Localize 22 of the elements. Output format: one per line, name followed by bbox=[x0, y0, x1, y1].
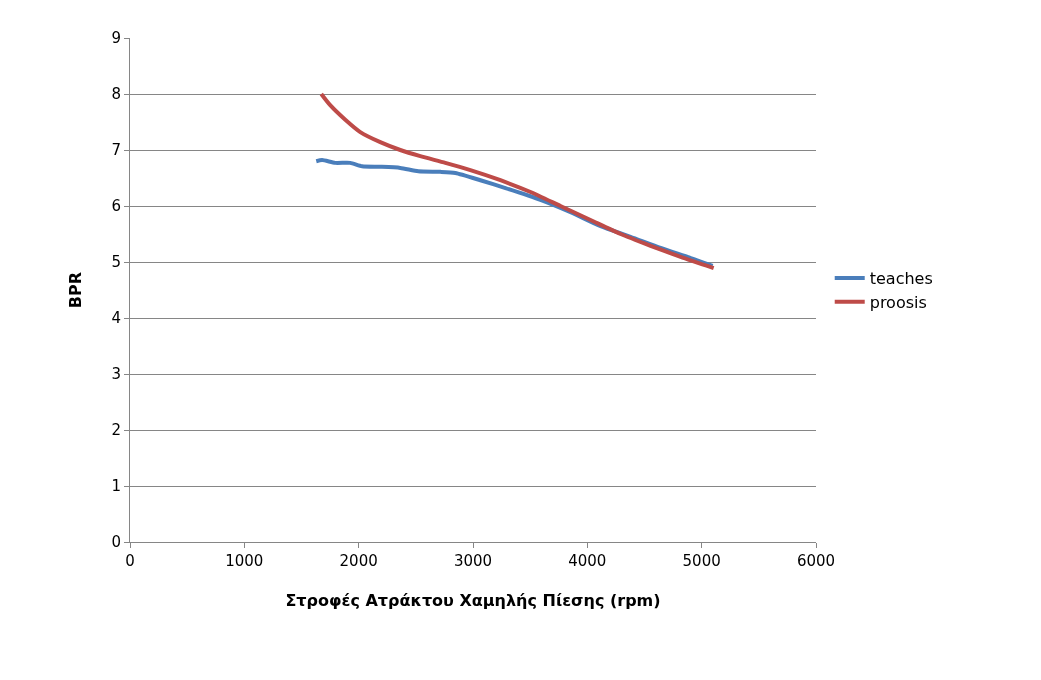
x-tick-label: 5000 bbox=[682, 552, 721, 570]
legend-label: proosis bbox=[869, 292, 927, 312]
x-tick-label: 0 bbox=[125, 552, 135, 570]
y-axis-title: BPR bbox=[66, 271, 86, 309]
y-tick-label: 7 bbox=[111, 141, 121, 160]
x-tick-label: 4000 bbox=[568, 552, 607, 570]
x-tick-label: 1000 bbox=[225, 552, 264, 570]
y-tick-label: 4 bbox=[111, 309, 121, 328]
x-tick-label: 3000 bbox=[453, 552, 493, 570]
y-tick-label: 5 bbox=[111, 253, 121, 272]
y-tick-label: 0 bbox=[111, 533, 121, 552]
legend-label: teaches bbox=[869, 269, 933, 289]
y-tick-label: 3 bbox=[111, 365, 121, 384]
y-tick-label: 8 bbox=[111, 85, 121, 104]
y-tick-label: 9 bbox=[111, 29, 121, 48]
x-tick-label: 2000 bbox=[339, 552, 378, 570]
line-series bbox=[319, 92, 716, 271]
x-axis-title: Στροφές Ατράκτου Χαμηλής Πίεσης (rpm) bbox=[285, 590, 661, 610]
y-tick-label: 2 bbox=[111, 421, 121, 440]
y-tick-label: 6 bbox=[111, 197, 121, 216]
x-tick-label: 6000 bbox=[796, 552, 836, 570]
y-tick-label: 1 bbox=[111, 477, 121, 496]
